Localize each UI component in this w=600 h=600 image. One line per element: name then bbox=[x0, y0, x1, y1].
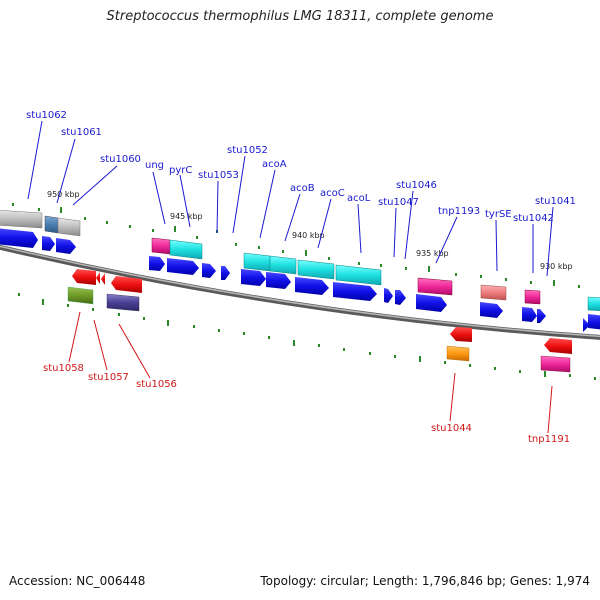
gene-label[interactable]: stu1046 bbox=[396, 180, 437, 191]
gene-label[interactable]: stu1042 bbox=[513, 213, 554, 224]
gene-arrow[interactable] bbox=[56, 238, 76, 254]
reverse-gene-labels: stu1058 stu1057 stu1056 stu1044 tnp1191 bbox=[43, 363, 570, 445]
gene-arrow[interactable] bbox=[96, 272, 100, 284]
inner-tick-marks bbox=[18, 293, 596, 380]
gene-arrow[interactable] bbox=[417, 277, 453, 296]
gene-arrow[interactable] bbox=[241, 269, 266, 286]
gene-arrow[interactable] bbox=[524, 289, 541, 305]
gene-arrow[interactable] bbox=[111, 276, 142, 293]
gene-arrow[interactable] bbox=[269, 255, 297, 275]
gene-label[interactable]: acoL bbox=[347, 193, 371, 204]
gene-label[interactable]: stu1061 bbox=[61, 127, 102, 138]
gene-arrow[interactable] bbox=[384, 288, 393, 303]
gene-label[interactable]: tnp1191 bbox=[528, 434, 570, 445]
reverse-gene-row bbox=[67, 269, 572, 373]
gene-arrow[interactable] bbox=[266, 272, 291, 289]
gene-arrow[interactable] bbox=[72, 269, 96, 285]
gene-label[interactable]: stu1053 bbox=[198, 170, 239, 181]
gene-arrow[interactable] bbox=[169, 239, 203, 260]
gene-arrow[interactable] bbox=[480, 302, 503, 318]
gene-label[interactable]: acoB bbox=[290, 183, 315, 194]
gene-label[interactable]: stu1047 bbox=[378, 197, 419, 208]
gene-label[interactable]: tyrSE bbox=[485, 209, 512, 220]
kbp-label: 945 kbp bbox=[170, 212, 203, 221]
gene-arrow[interactable] bbox=[544, 338, 572, 354]
forward-leader-lines bbox=[27, 120, 554, 277]
gene-arrow[interactable] bbox=[149, 256, 165, 271]
forward-gene-row-blue bbox=[0, 228, 600, 332]
gene-label[interactable]: stu1044 bbox=[431, 423, 472, 434]
gene-arrow[interactable] bbox=[540, 355, 571, 373]
genome-summary-text: Topology: circular; Length: 1,796,846 bp… bbox=[260, 574, 590, 588]
forward-gene-labels: stu1062 stu1061 stu1060 ung pyrC stu1053… bbox=[26, 110, 576, 224]
gene-label[interactable]: acoA bbox=[262, 159, 287, 170]
kbp-label: 950 kbp bbox=[47, 190, 80, 199]
outer-tick-marks bbox=[12, 203, 580, 288]
gene-arrow[interactable] bbox=[335, 264, 382, 286]
gene-label[interactable]: pyrC bbox=[169, 165, 192, 176]
gene-label[interactable]: acoC bbox=[320, 188, 345, 199]
gene-arrow[interactable] bbox=[297, 259, 335, 280]
forward-gene-row-colored bbox=[0, 210, 600, 311]
gene-label[interactable]: stu1056 bbox=[136, 379, 177, 390]
gene-arrow[interactable] bbox=[106, 293, 140, 312]
gene-label[interactable]: tnp1193 bbox=[438, 206, 480, 217]
gene-label[interactable]: stu1060 bbox=[100, 154, 141, 165]
gene-label[interactable]: stu1041 bbox=[535, 196, 576, 207]
gene-arrow[interactable] bbox=[202, 263, 216, 278]
kbp-scale-labels: 950 kbp 945 kbp 940 kbp 935 kbp 930 kbp bbox=[47, 190, 573, 271]
gene-arrow[interactable] bbox=[416, 294, 447, 312]
gene-arrow[interactable] bbox=[67, 286, 94, 305]
gene-arrow[interactable] bbox=[446, 345, 470, 362]
gene-arrow[interactable] bbox=[44, 215, 59, 234]
gene-label[interactable]: stu1052 bbox=[227, 145, 268, 156]
gene-arrow[interactable] bbox=[395, 290, 406, 305]
kbp-label: 930 kbp bbox=[540, 262, 573, 271]
gene-arrow[interactable] bbox=[588, 314, 600, 330]
gene-arrow[interactable] bbox=[587, 296, 600, 311]
gene-arrow[interactable] bbox=[450, 327, 472, 342]
genome-backbone bbox=[0, 244, 600, 340]
gene-arrow[interactable] bbox=[243, 252, 271, 272]
gene-arrow[interactable] bbox=[0, 228, 38, 248]
gene-arrow[interactable] bbox=[167, 258, 199, 275]
gene-arrow[interactable] bbox=[101, 273, 105, 285]
map-title: Streptococcus thermophilus LMG 18311, co… bbox=[106, 9, 494, 24]
genome-backbone-highlight bbox=[0, 245, 600, 338]
gene-arrow[interactable] bbox=[151, 237, 171, 255]
gene-arrow[interactable] bbox=[295, 277, 329, 295]
gene-label[interactable]: ung bbox=[145, 160, 164, 171]
gene-arrow[interactable] bbox=[0, 210, 43, 229]
gene-arrow[interactable] bbox=[522, 307, 537, 322]
kbp-label: 940 kbp bbox=[292, 231, 325, 240]
gene-arrow[interactable] bbox=[333, 282, 377, 301]
gene-arrow[interactable] bbox=[221, 266, 230, 280]
gene-arrow[interactable] bbox=[480, 284, 507, 301]
gene-arrow[interactable] bbox=[57, 217, 81, 237]
gene-arrow[interactable] bbox=[583, 318, 590, 332]
gene-label[interactable]: stu1062 bbox=[26, 110, 67, 121]
gene-label[interactable]: stu1057 bbox=[88, 372, 129, 383]
gene-label[interactable]: stu1058 bbox=[43, 363, 84, 374]
kbp-label: 935 kbp bbox=[416, 249, 449, 258]
gene-arrow[interactable] bbox=[42, 236, 55, 251]
gene-arrow[interactable] bbox=[537, 309, 546, 323]
reverse-leader-lines bbox=[68, 311, 553, 434]
accession-text: Accession: NC_006448 bbox=[9, 574, 146, 588]
